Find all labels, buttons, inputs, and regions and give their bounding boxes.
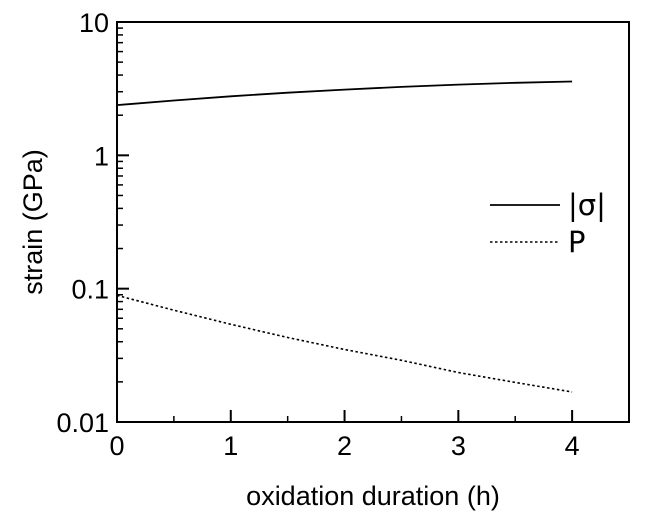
y-tick-label: 10 xyxy=(79,8,109,38)
x-tick-label: 3 xyxy=(451,431,466,461)
series-layer xyxy=(116,80,573,393)
y-axis-title: strain (GPa) xyxy=(18,149,48,295)
legend: |σ|P xyxy=(490,188,606,259)
y-tick-label: 0.1 xyxy=(71,275,109,305)
series-line xyxy=(116,294,573,393)
x-tick-label: 1 xyxy=(223,431,238,461)
x-tick-label: 2 xyxy=(337,431,352,461)
y-tick-label: 1 xyxy=(94,141,109,171)
legend-label: P xyxy=(568,225,586,259)
y-tick-label: 0.01 xyxy=(56,408,109,438)
y-axis-ticks: 0.01 0.1 1 10 xyxy=(56,8,129,438)
x-axis-title: oxidation duration (h) xyxy=(246,481,500,511)
x-tick-label: 4 xyxy=(565,431,580,461)
plot-frame xyxy=(116,21,630,423)
series-line xyxy=(116,80,573,106)
legend-label: |σ| xyxy=(568,188,606,222)
x-tick-label: 0 xyxy=(109,431,124,461)
x-axis-ticks: 0 1 2 3 4 xyxy=(109,410,580,461)
